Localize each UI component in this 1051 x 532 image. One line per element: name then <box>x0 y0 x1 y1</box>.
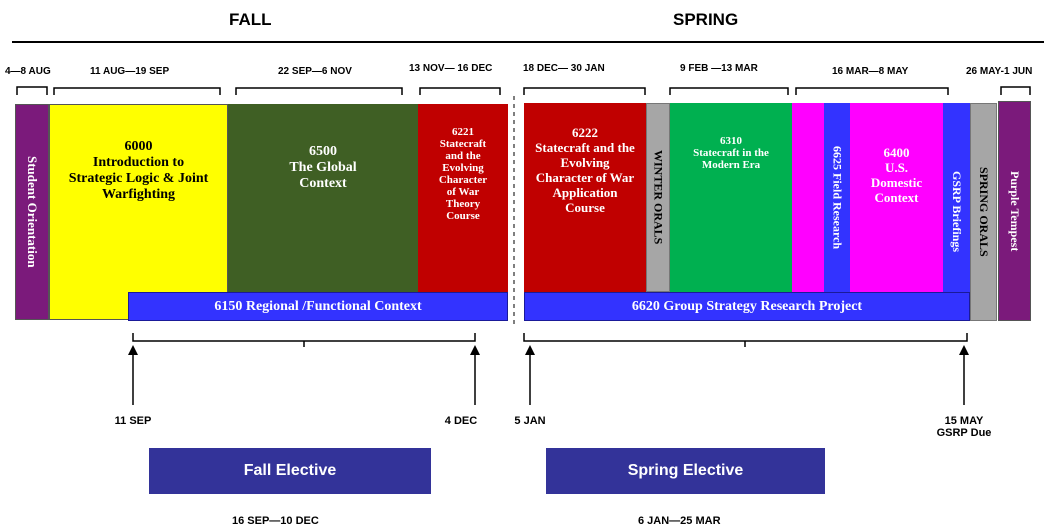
date-6310: 9 FEB —13 MAR <box>680 63 758 74</box>
course-6221-title: Statecraft and the Evolving Character of… <box>438 138 488 222</box>
course-6222-number: 6222 <box>572 125 598 140</box>
marker-gsrp-due: GSRP Due <box>936 427 992 439</box>
date-6500: 22 SEP—6 NOV <box>278 66 352 77</box>
spring-header: SPRING <box>673 10 739 29</box>
course-6400-block: 6400 U.S. Domestic Context <box>850 103 943 292</box>
course-6310-block: 6310 Statecraft in the Modern Era <box>670 103 792 292</box>
marker-15-may: 15 MAY GSRP Due <box>924 415 1004 439</box>
course-6400-title: U.S. Domestic Context <box>870 160 923 205</box>
date-6000: 11 AUG—19 SEP <box>90 66 170 77</box>
gsrp-briefings-block: GSRP Briefings <box>943 103 970 321</box>
fall-header: FALL <box>229 10 272 29</box>
date-purple-tempest: 26 MAY-1 JUN <box>966 66 1033 77</box>
magenta-left-strip <box>792 103 824 292</box>
field-research-label: 6625 Field Research <box>830 145 845 250</box>
marker-5-jan: 5 JAN <box>514 415 546 427</box>
marker-11-sep: 11 SEP <box>114 415 152 427</box>
course-6222-title: Statecraft and the Evolving Character of… <box>535 140 635 215</box>
winter-orals-block: WINTER ORALS <box>646 103 670 292</box>
winter-orals-label: WINTER ORALS <box>651 150 666 245</box>
course-6500-title: The Global Context <box>289 160 357 191</box>
course-6310-number: 6310 <box>720 135 742 147</box>
purple-tempest-label: Purple Tempest <box>1008 170 1022 252</box>
date-orientation: 4—8 AUG <box>5 66 51 77</box>
date-6221: 13 NOV— 16 DEC <box>409 63 493 74</box>
course-6500-number: 6500 <box>309 144 337 159</box>
spring-orals-label: SPRING ORALS <box>977 167 991 257</box>
course-6400-number: 6400 <box>883 145 910 160</box>
course-6620-bar: 6620 Group Strategy Research Project <box>524 292 970 321</box>
student-orientation-label: Student Orientation <box>25 156 40 268</box>
course-6310-title: Statecraft in the Modern Era <box>693 147 769 171</box>
spring-elective-box: Spring Elective <box>546 448 825 494</box>
fall-elective-dates: 16 SEP—10 DEC <box>232 515 319 527</box>
gsrp-briefings-label: GSRP Briefings <box>950 171 964 253</box>
purple-tempest-block: Purple Tempest <box>998 101 1031 321</box>
field-research-block: 6625 Field Research <box>824 103 850 292</box>
course-6222-block: 6222 Statecraft and the Evolving Characte… <box>524 103 646 292</box>
marker-4-dec: 4 DEC <box>444 415 478 427</box>
marker-15-may-date: 15 MAY <box>944 415 984 427</box>
date-6222: 18 DEC— 30 JAN <box>523 63 605 74</box>
course-6000-title: Introduction to Strategic Logic & Joint … <box>68 155 209 202</box>
course-6150-bar: 6150 Regional /Functional Context <box>128 292 508 321</box>
spring-elective-dates: 6 JAN—25 MAR <box>638 515 721 527</box>
fall-elective-box: Fall Elective <box>149 448 431 494</box>
course-6221-block: 6221 Statecraft and the Evolving Characte… <box>418 104 508 292</box>
course-6500-block: 6500 The Global Context <box>228 104 418 292</box>
spring-orals-block: SPRING ORALS <box>970 103 997 321</box>
date-6400: 16 MAR—8 MAY <box>832 66 909 77</box>
course-6000-number: 6000 <box>124 139 153 154</box>
course-6000-block: 6000 Introduction to Strategic Logic & Jo… <box>49 104 228 320</box>
course-6221-number: 6221 <box>452 126 474 138</box>
student-orientation-block: Student Orientation <box>15 104 49 320</box>
